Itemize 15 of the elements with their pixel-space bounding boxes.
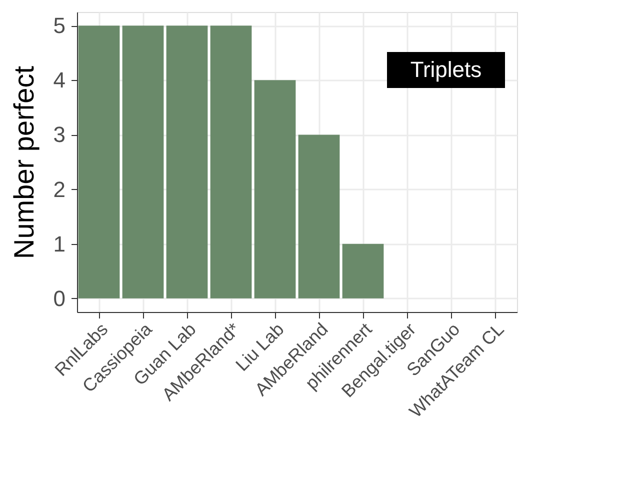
- bar: [254, 80, 296, 298]
- annotation: Triplets: [410, 57, 482, 82]
- y-tick-label: 4: [53, 68, 66, 93]
- y-tick-label: 2: [53, 176, 66, 202]
- bar: [210, 26, 252, 298]
- y-tick-label: 3: [53, 122, 66, 148]
- y-axis-title: Number perfect: [8, 66, 40, 259]
- bar: [166, 26, 208, 298]
- bar: [122, 26, 164, 298]
- y-tick-label: 5: [53, 13, 66, 38]
- bar: [78, 26, 120, 298]
- bar: [342, 244, 384, 298]
- bar: [298, 134, 340, 298]
- y-tick-label: 1: [53, 231, 66, 256]
- y-tick-label: 0: [53, 286, 66, 311]
